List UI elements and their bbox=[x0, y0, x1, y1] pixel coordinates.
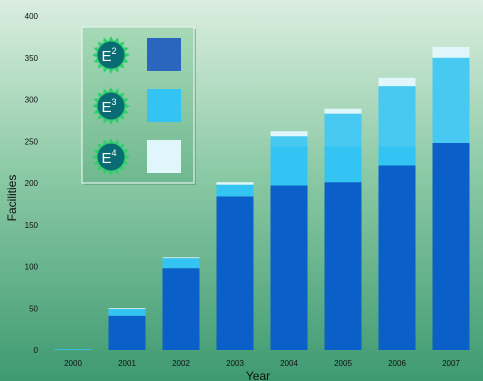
bar-e3-band-2007 bbox=[432, 57, 470, 143]
bar-e3-2003 bbox=[216, 184, 254, 197]
bar-e2-2007 bbox=[432, 142, 470, 350]
x-axis-label: Year bbox=[246, 369, 270, 381]
y-tick-label: 300 bbox=[25, 96, 39, 105]
x-tick-label: 2003 bbox=[226, 359, 244, 368]
y-tick-label: 100 bbox=[25, 263, 39, 272]
y-tick-label: 250 bbox=[25, 137, 39, 146]
x-tick-label: 2002 bbox=[172, 359, 190, 368]
legend-swatch bbox=[147, 89, 181, 122]
bar-e3-2000 bbox=[54, 349, 92, 350]
plot-area bbox=[54, 46, 470, 350]
legend-badge bbox=[97, 92, 125, 120]
y-tick-label: 0 bbox=[34, 346, 39, 355]
legend-label: E4 bbox=[101, 148, 116, 167]
bar-e3-band-2006 bbox=[378, 86, 416, 147]
x-tick-label: 2007 bbox=[442, 359, 460, 368]
legend-swatch bbox=[147, 38, 181, 71]
bar-e4-2001 bbox=[108, 308, 146, 310]
bar-e4-2002 bbox=[162, 257, 200, 259]
bar-e2-2001 bbox=[108, 315, 146, 350]
y-tick-label: 400 bbox=[25, 12, 39, 21]
x-tick-label: 2005 bbox=[334, 359, 352, 368]
legend-badge bbox=[97, 143, 125, 171]
legend-swatch bbox=[147, 140, 181, 173]
y-tick-label: 150 bbox=[25, 221, 39, 230]
bar-e2-2005 bbox=[324, 182, 362, 350]
bar-e4-2003 bbox=[216, 182, 254, 185]
bar-e2-2006 bbox=[378, 165, 416, 350]
legend: E2 E3 E4 bbox=[81, 26, 196, 185]
bar-e3-band-2005 bbox=[324, 113, 362, 147]
y-axis: 0 50 100 150 200 250 300 350 400 bbox=[25, 12, 39, 355]
bar-e2-2002 bbox=[162, 268, 200, 350]
legend-badge bbox=[97, 41, 125, 69]
x-tick-label: 2006 bbox=[388, 359, 406, 368]
bar-e2-2004 bbox=[270, 185, 308, 350]
legend-label: E2 bbox=[101, 46, 116, 65]
bar-e3-band-2004 bbox=[270, 136, 308, 147]
bar-e4-2006 bbox=[378, 77, 416, 87]
x-tick-label: 2000 bbox=[64, 359, 82, 368]
legend-label: E3 bbox=[101, 97, 116, 116]
x-tick-label: 2004 bbox=[280, 359, 298, 368]
bar-e4-2004 bbox=[270, 131, 308, 137]
y-axis-label: Facilities bbox=[5, 175, 19, 222]
y-tick-label: 200 bbox=[25, 179, 39, 188]
bar-e2-2003 bbox=[216, 196, 254, 350]
bar-e4-2005 bbox=[324, 108, 362, 114]
x-tick-label: 2001 bbox=[118, 359, 136, 368]
y-tick-label: 50 bbox=[29, 304, 38, 313]
y-tick-label: 350 bbox=[25, 54, 39, 63]
bar-e3-2002 bbox=[162, 258, 200, 269]
bar-e4-2007 bbox=[432, 46, 470, 58]
x-axis: 2000 2001 2002 2003 2004 2005 2006 2007 bbox=[64, 359, 460, 368]
bar-e3-2001 bbox=[108, 309, 146, 316]
